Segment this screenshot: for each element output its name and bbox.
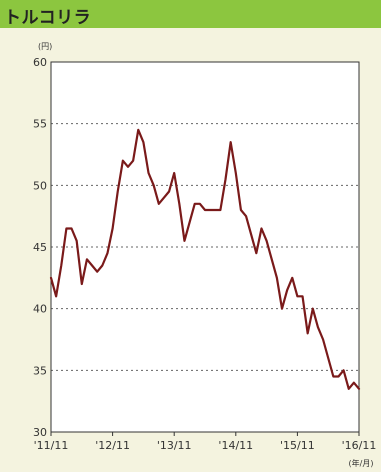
y-axis-unit: (円) [38, 42, 52, 51]
x-axis-unit: (年/月) [349, 458, 374, 468]
y-tick-label: 55 [33, 118, 47, 131]
x-tick-label: '16/11 [342, 439, 377, 452]
y-tick-label: 50 [33, 179, 47, 192]
line-chart: 30 35 40 45 50 55 60 '11/11 '12/11 '13/11 '14/11 '1… [33, 42, 376, 468]
grid-lines [51, 123, 359, 371]
chart-header: トルコリラ [0, 0, 381, 28]
x-tick-label: '11/11 [34, 439, 69, 452]
y-tick-label: 35 [33, 364, 47, 377]
y-tick-label: 60 [33, 56, 47, 69]
plot-frame [50, 61, 360, 436]
y-tick-label: 45 [33, 241, 47, 254]
x-tick-label: '13/11 [157, 439, 192, 452]
tick-labels: 30 35 40 45 50 55 60 '11/11 '12/11 '13/11 '14/11 '1… [33, 56, 376, 452]
series-layer [49, 128, 361, 390]
x-tick-label: '14/11 [218, 439, 253, 452]
y-tick-label: 40 [33, 303, 47, 316]
y-tick-label: 30 [33, 426, 47, 439]
x-tick-label: '12/11 [95, 439, 130, 452]
plot-border [50, 61, 360, 433]
x-tick-label: '15/11 [280, 439, 315, 452]
chart-title: トルコリラ [4, 8, 92, 28]
series-line-0 [49, 128, 361, 390]
